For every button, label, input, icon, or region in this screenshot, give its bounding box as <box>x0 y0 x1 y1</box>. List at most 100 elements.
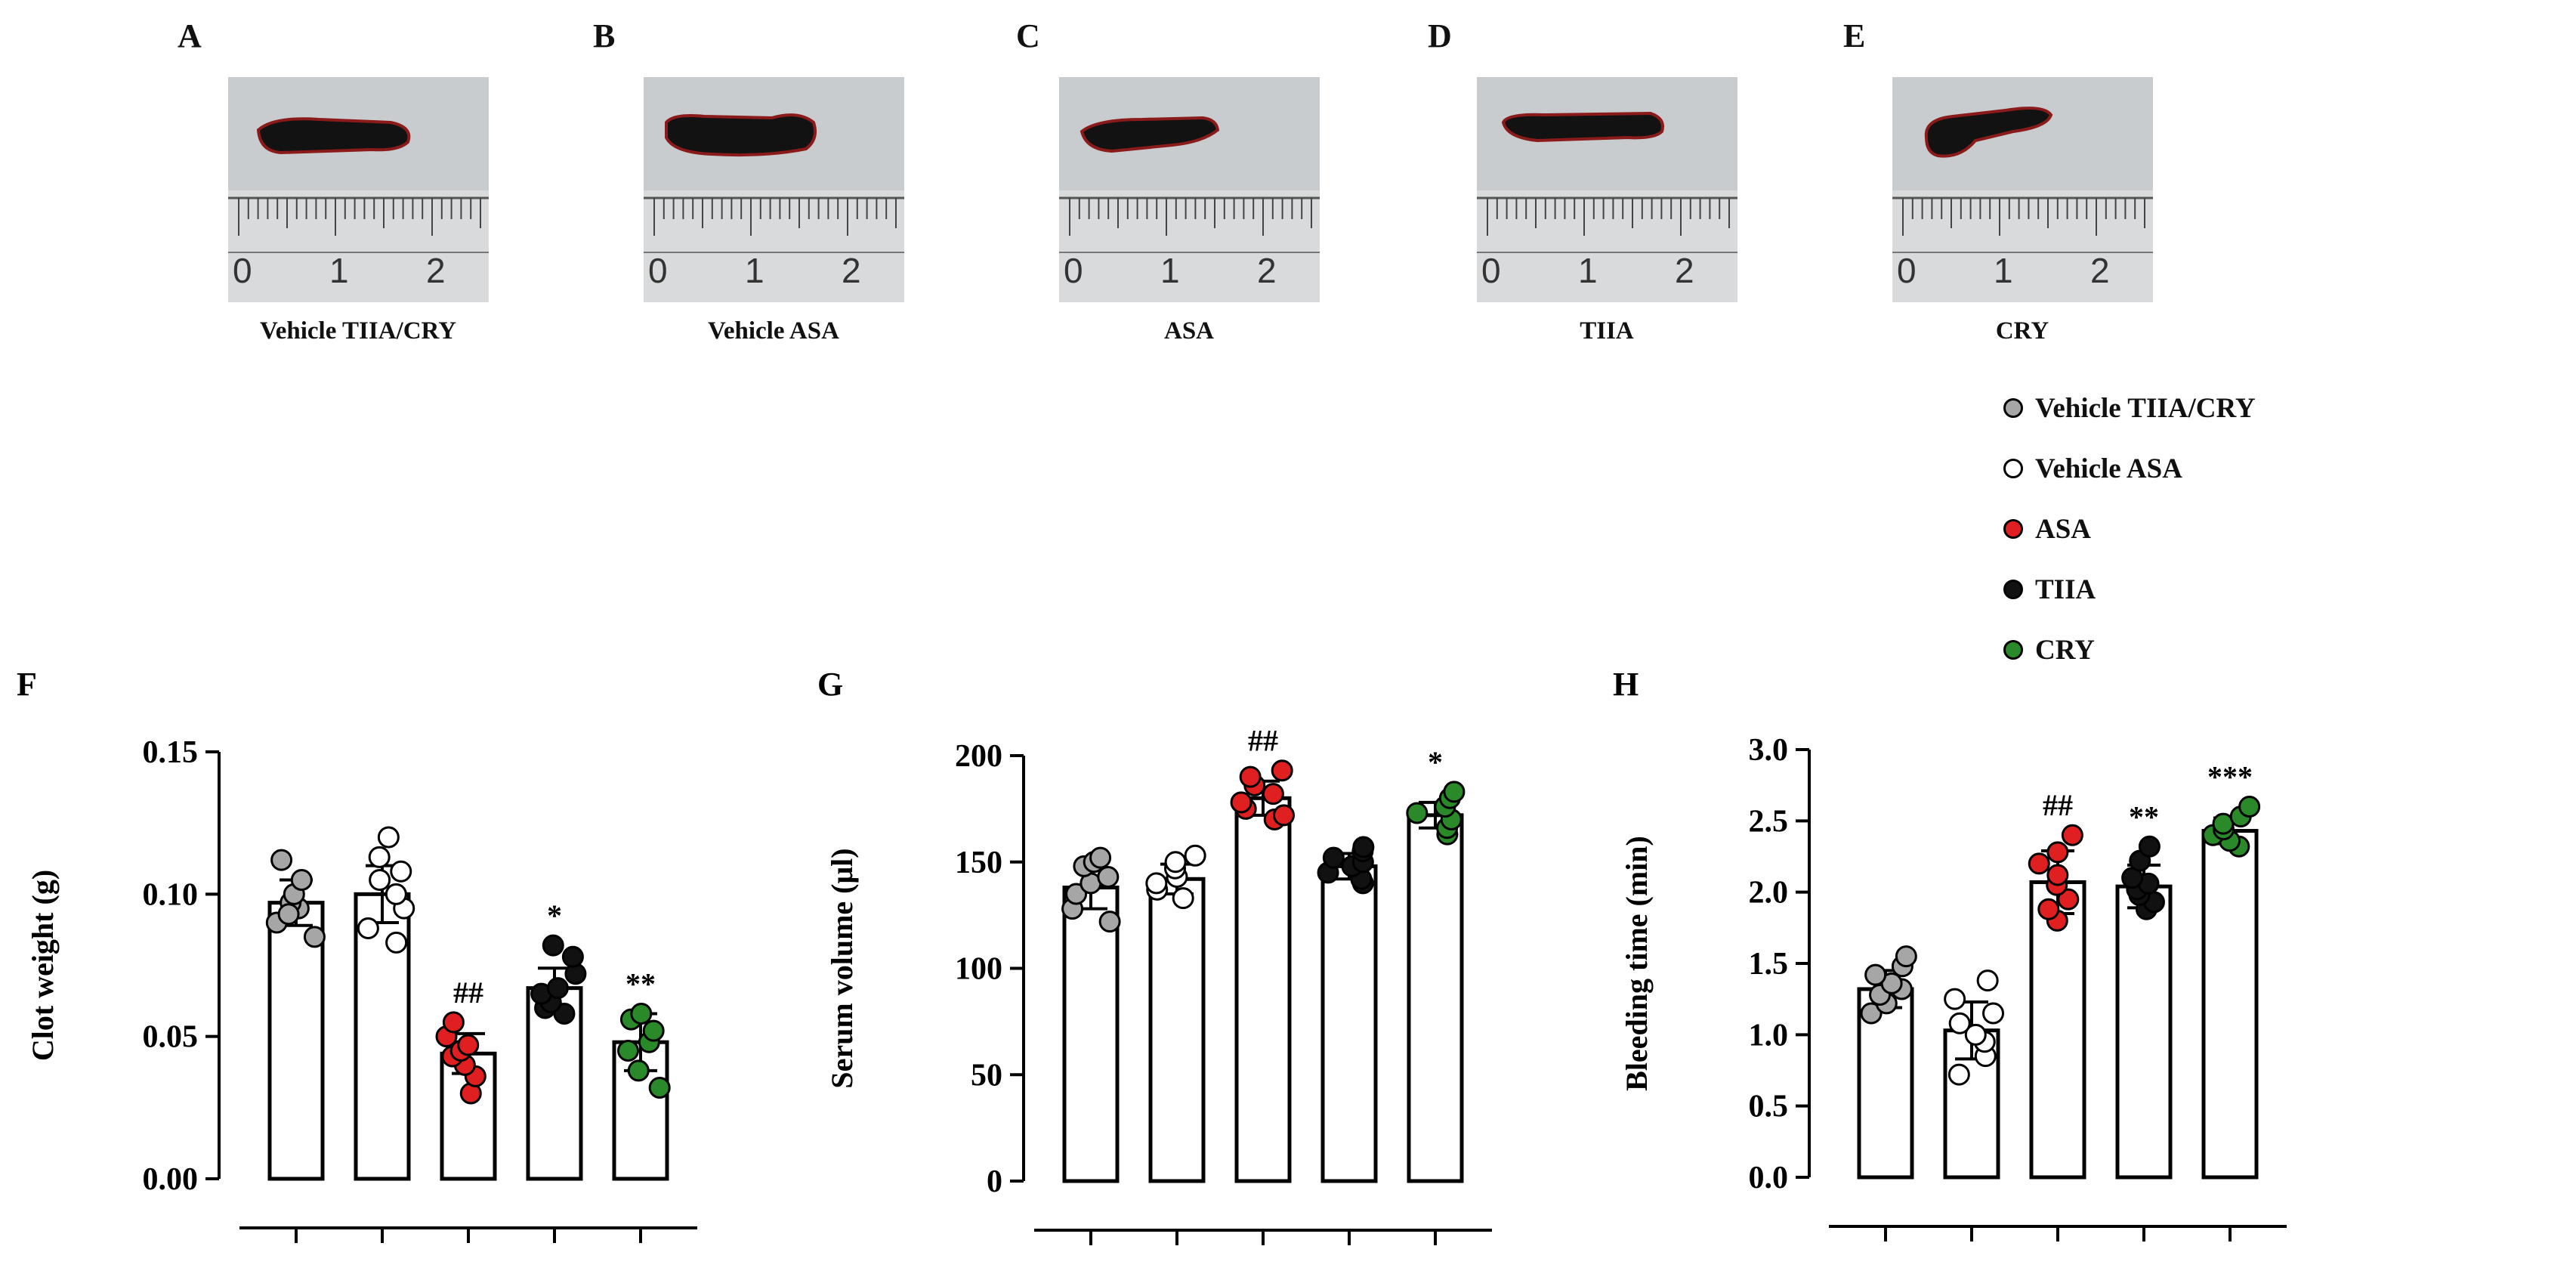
chart-h: H 0.0 0.5 1.0 1.5 2.0 2.5 3.0 Bleeding time (min… <box>1613 666 2287 1242</box>
data-point <box>2057 888 2080 911</box>
data-point <box>642 1019 665 1042</box>
data-point <box>1262 783 1284 806</box>
y-axis-label: Clot weight (g) <box>26 870 60 1061</box>
y-tick-label: 1.0 <box>1749 1018 1789 1053</box>
bar <box>1148 877 1206 1183</box>
significance-label: ** <box>625 967 656 1001</box>
ruler-label: 0 <box>1481 251 1501 290</box>
legend-marker <box>2003 519 2023 539</box>
data-point <box>1944 988 1966 1010</box>
bar <box>1062 886 1120 1183</box>
blood-clot <box>256 117 411 155</box>
ruler-label: 2 <box>842 251 861 290</box>
panel-letter: B <box>593 17 616 54</box>
data-point <box>2037 898 2060 920</box>
data-point <box>442 1011 465 1034</box>
legend-item: TIIA <box>2003 559 2256 620</box>
ruler-label: 0 <box>233 251 252 290</box>
photo-caption: Vehicle TIIA/CRY <box>259 317 457 345</box>
legend-marker <box>2003 459 2023 478</box>
y-tick-label: 0.10 <box>143 877 199 912</box>
ruler-label: 2 <box>2090 251 2110 290</box>
legend-item: Vehicle ASA <box>2003 438 2256 499</box>
data-point <box>368 846 391 868</box>
y-axis-label: Serum volume (μl) <box>825 848 859 1088</box>
data-point <box>1164 851 1187 874</box>
data-point <box>1352 836 1375 858</box>
data-point <box>457 1034 480 1056</box>
ruler-label: 0 <box>1064 251 1083 290</box>
photo-caption: Vehicle ASA <box>708 317 839 345</box>
photo-caption: CRY <box>1995 317 2049 345</box>
data-point <box>369 869 391 891</box>
data-point <box>1322 846 1345 869</box>
legend-item: Vehicle TIIA/CRY <box>2003 378 2256 438</box>
clot-photo: 0 1 2 <box>1059 77 1320 302</box>
data-point <box>385 883 407 905</box>
panel-letter: C <box>1016 17 1040 54</box>
legend-item: CRY <box>2003 620 2256 680</box>
data-point <box>1239 765 1262 788</box>
ruler-label: 2 <box>1675 251 1694 290</box>
y-tick-label: 3.0 <box>1749 733 1789 768</box>
panel-letter: G <box>817 666 843 703</box>
y-tick-label: 150 <box>955 846 1002 880</box>
data-point <box>1443 781 1466 803</box>
data-point <box>385 931 408 954</box>
data-point <box>1947 1063 1970 1086</box>
significance-label: * <box>547 898 562 932</box>
data-point <box>1098 911 1121 933</box>
data-point <box>2061 824 2083 846</box>
panel-letter: E <box>1843 17 1866 54</box>
data-point <box>303 926 326 948</box>
photo-caption: TIIA <box>1580 317 1634 345</box>
data-point <box>390 860 412 883</box>
data-point <box>1272 804 1295 827</box>
ruler-label: 2 <box>426 251 446 290</box>
blood-clot <box>1501 111 1664 143</box>
significance-label: *** <box>2207 759 2253 793</box>
significance-label: ## <box>2043 788 2073 822</box>
significance-label: ## <box>453 976 483 1010</box>
y-tick-label: 2.0 <box>1749 876 1789 911</box>
data-point <box>1860 1002 1883 1025</box>
data-point <box>1172 887 1194 910</box>
ruler-label: 1 <box>1160 251 1180 290</box>
data-point <box>1895 945 1917 968</box>
legend-marker <box>2003 580 2023 599</box>
clot-photo: 0 1 2 <box>1892 77 2153 302</box>
data-point <box>546 977 569 1000</box>
panel-letter: H <box>1613 666 1639 703</box>
data-point <box>2046 841 2069 864</box>
data-point <box>542 934 564 957</box>
chart-g: G 0 50 100 150 200 Serum volume (μl) ## * <box>817 666 1492 1245</box>
data-point <box>1948 1012 1971 1034</box>
ruler-label: 0 <box>648 251 668 290</box>
legend: Vehicle TIIA/CRY Vehicle ASA ASA TIIA CR… <box>2003 378 2256 680</box>
panel-letter: A <box>178 17 202 54</box>
y-tick-label: 2.5 <box>1749 804 1789 839</box>
significance-label: ## <box>1248 724 1278 758</box>
ruler-label: 1 <box>1578 251 1598 290</box>
data-point <box>290 869 313 891</box>
y-tick-label: 0.15 <box>143 735 199 770</box>
significance-label: ** <box>2129 799 2159 833</box>
bar <box>2115 884 2173 1180</box>
bar <box>1234 796 1292 1183</box>
bar <box>1407 813 1464 1183</box>
data-point <box>2028 852 2050 875</box>
clot-photo: 0 1 2 <box>228 77 489 302</box>
data-point <box>561 945 584 968</box>
bar <box>1320 864 1378 1183</box>
panel-letter: D <box>1428 17 1452 54</box>
data-point <box>277 903 300 926</box>
legend-label: Vehicle ASA <box>2035 453 2182 484</box>
data-point <box>627 1059 650 1082</box>
y-tick-label: 100 <box>955 952 1002 987</box>
ruler-label: 1 <box>745 251 764 290</box>
data-point <box>2046 864 2069 886</box>
ruler-label: 1 <box>1994 251 2013 290</box>
y-tick-label: 1.5 <box>1749 947 1789 982</box>
ruler-label: 0 <box>1897 251 1917 290</box>
